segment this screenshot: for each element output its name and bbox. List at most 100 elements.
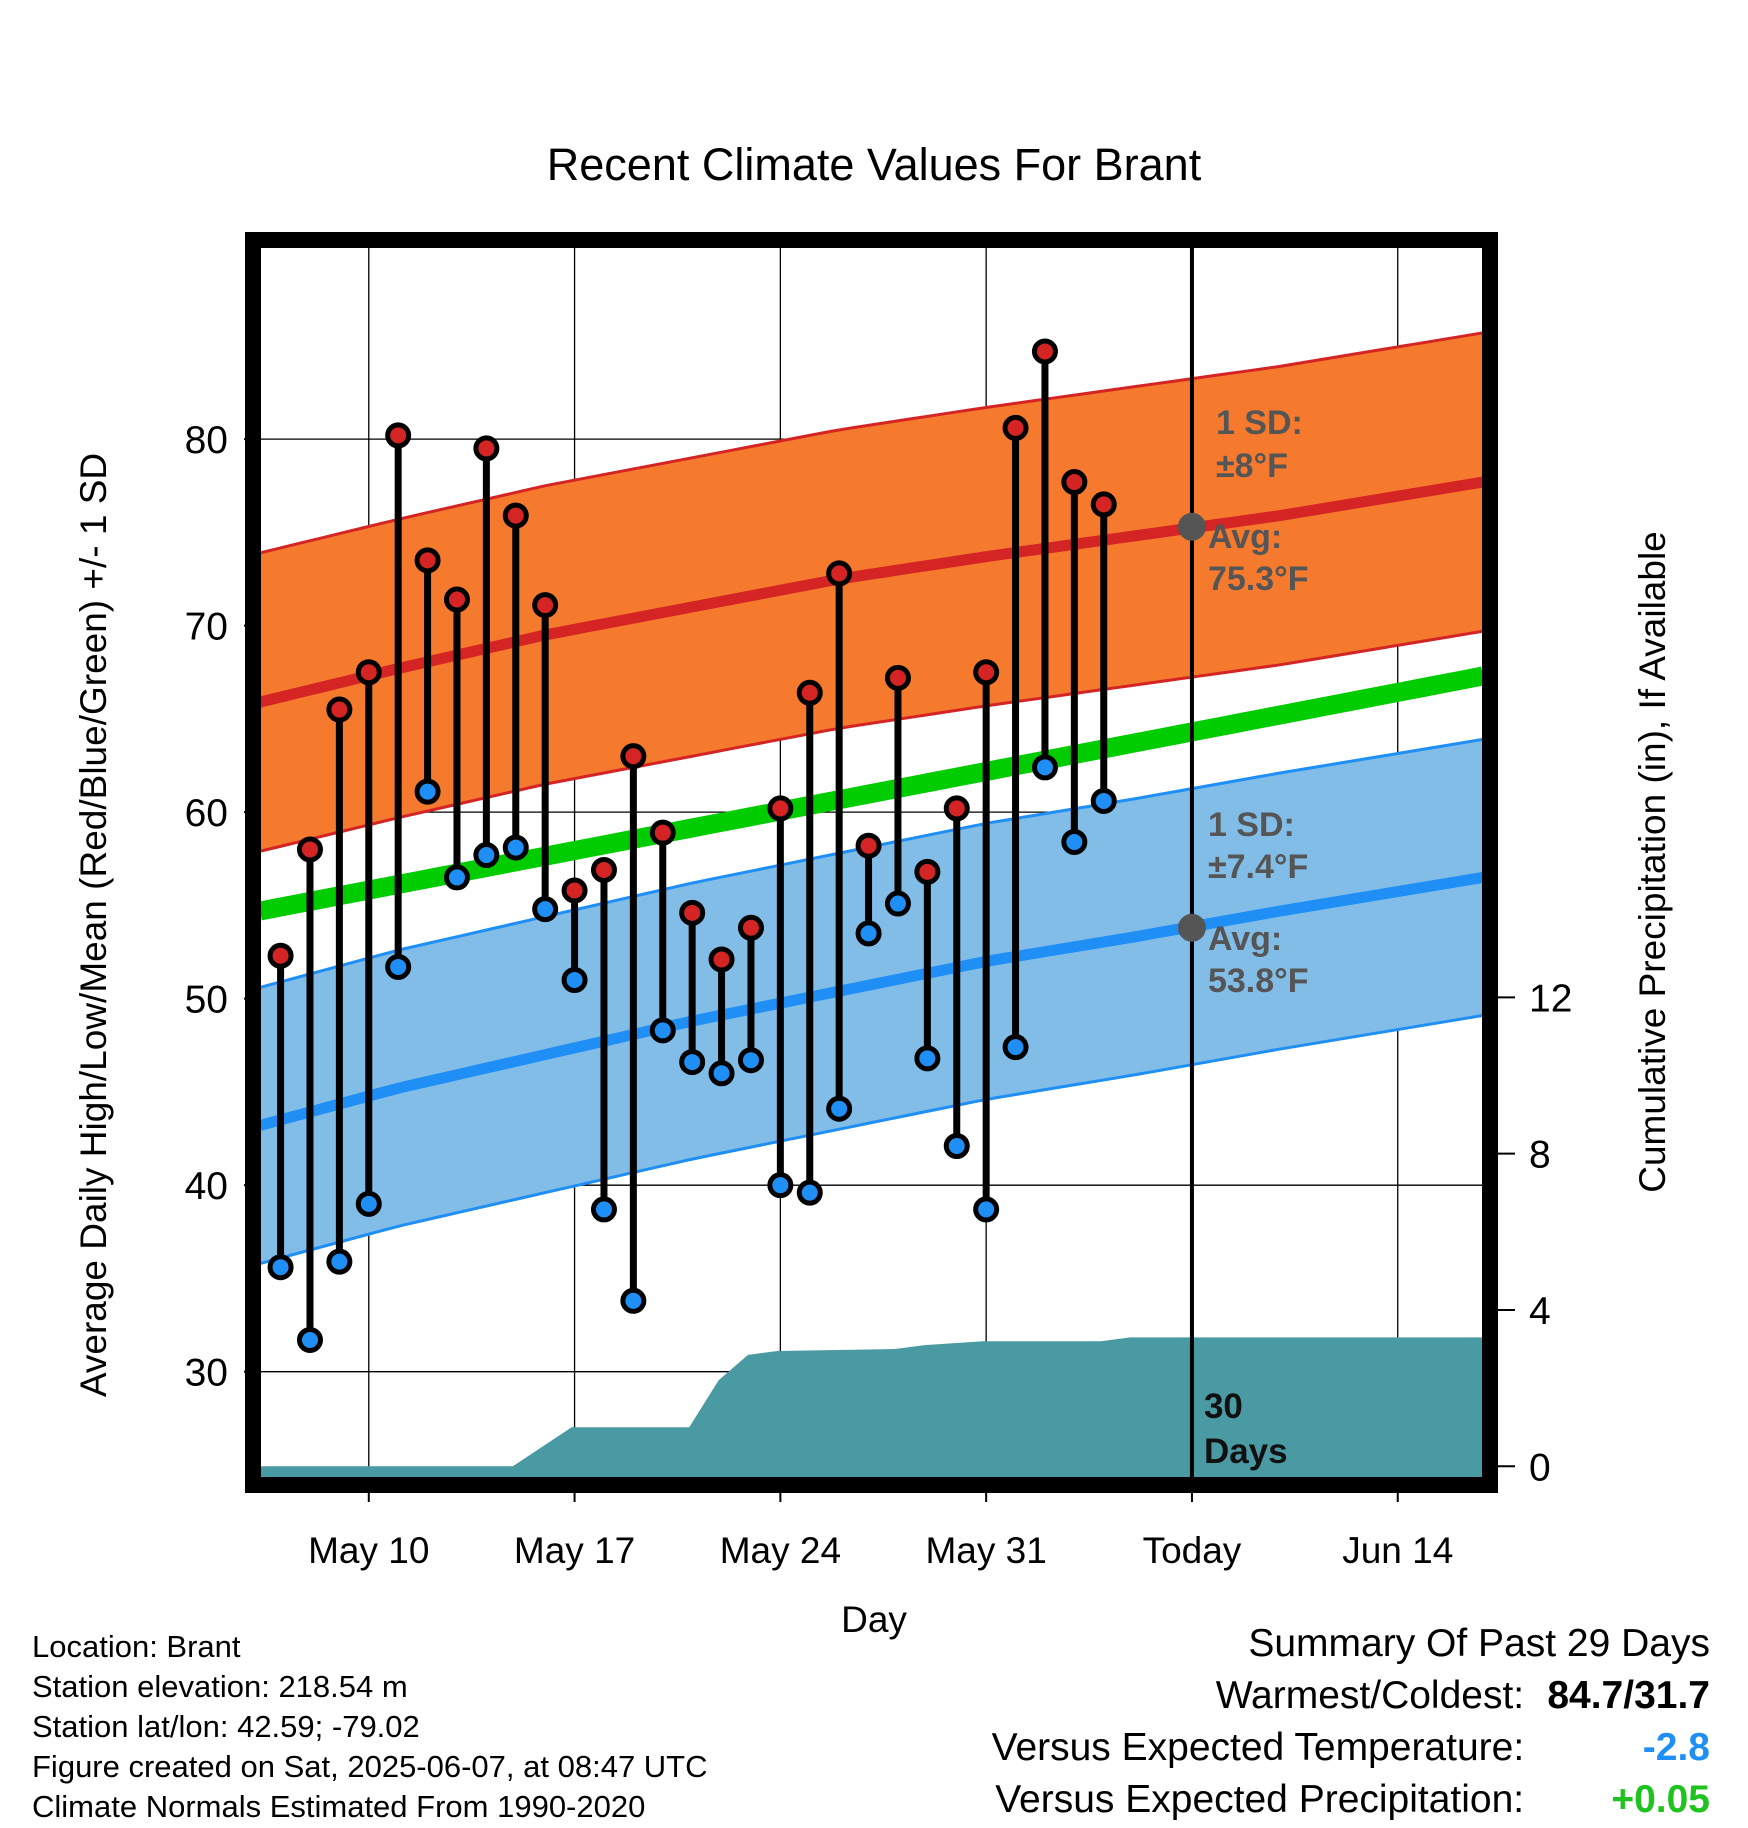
- x-tick-label: Today: [1143, 1530, 1242, 1571]
- daily-low-point: [1002, 1034, 1029, 1061]
- daily-high-point: [1090, 491, 1117, 518]
- daily-high-point: [473, 435, 500, 462]
- daily-high-point: [796, 679, 823, 706]
- high-avg-value: 75.3°F: [1208, 560, 1309, 598]
- low-avg-value: 53.8°F: [1208, 962, 1309, 1000]
- precipitation-area: [260, 1337, 1483, 1478]
- y-tick-label: 30: [185, 1352, 228, 1395]
- daily-high-point: [620, 743, 647, 770]
- normal-high-line: [260, 476, 1483, 708]
- summary-temp-label: Versus Expected Temperature:: [991, 1726, 1525, 1769]
- daily-low-point: [826, 1095, 853, 1122]
- normal-low-line: [260, 871, 1483, 1131]
- daily-low-point: [737, 1047, 764, 1074]
- daily-high-point: [1002, 414, 1029, 441]
- summary-temp-value: -2.8: [1642, 1726, 1710, 1769]
- x-tick-label: Jun 14: [1342, 1530, 1453, 1571]
- daily-low-point: [414, 778, 441, 805]
- today-window-label-line1: 30: [1204, 1387, 1243, 1426]
- daily-high-point: [414, 547, 441, 574]
- low-sd-label: 1 SD:: [1208, 806, 1295, 844]
- high-avg-label: Avg:: [1208, 518, 1282, 556]
- daily-low-point: [620, 1287, 647, 1314]
- meta-location: Location: Brant: [32, 1629, 241, 1664]
- daily-high-point: [973, 659, 1000, 686]
- summary-title: Summary Of Past 29 Days: [1248, 1622, 1710, 1665]
- y2-tick-label: 12: [1529, 977, 1572, 1020]
- low-avg-label: Avg:: [1208, 920, 1282, 958]
- daily-low-point: [326, 1248, 353, 1275]
- summary-precip-label: Versus Expected Precipitation:: [995, 1778, 1525, 1821]
- daily-high-point: [561, 877, 588, 904]
- x-tick-label: May 31: [925, 1530, 1046, 1571]
- x-tick-label: May 17: [514, 1530, 635, 1571]
- summary-temp: Versus Expected Temperature: -2.8: [992, 1722, 1710, 1774]
- meta-latlon: Station lat/lon: 42.59; -79.02: [32, 1709, 420, 1744]
- x-axis-label: Day: [841, 1599, 907, 1640]
- metadata-block: Location: Brant Station elevation: 218.5…: [32, 1627, 708, 1827]
- normal-high-band-upper-edge: [260, 331, 1483, 555]
- daily-low-point: [973, 1196, 1000, 1223]
- summary-warm-cold: Warmest/Coldest: 84.7/31.7: [992, 1670, 1710, 1722]
- normal-low-band: [260, 739, 1483, 1264]
- daily-low-point: [767, 1172, 794, 1199]
- high-sd-value: ±8°F: [1216, 447, 1288, 485]
- daily-high-point: [355, 659, 382, 686]
- daily-low-point: [884, 890, 911, 917]
- daily-low-point: [708, 1060, 735, 1087]
- meta-normals: Climate Normals Estimated From 1990-2020: [32, 1789, 646, 1824]
- x-tick-label: May 10: [308, 1530, 429, 1571]
- daily-high-point: [708, 946, 735, 973]
- y-tick-label: 50: [185, 979, 228, 1022]
- daily-high-point: [914, 858, 941, 885]
- low-sd-value: ±7.4°F: [1208, 848, 1308, 886]
- daily-high-point: [502, 502, 529, 529]
- daily-high-point: [443, 586, 470, 613]
- daily-low-point: [355, 1190, 382, 1217]
- low-avg-marker: [1177, 913, 1206, 942]
- normal-low-band-lower-edge: [260, 1013, 1483, 1265]
- y-axis-label: Average Daily High/Low/Mean (Red/Blue/Gr…: [73, 453, 114, 1397]
- y-tick-label: 80: [185, 419, 228, 462]
- daily-high-point: [1061, 469, 1088, 496]
- plot-inner: [260, 247, 1483, 1478]
- summary-block: Summary Of Past 29 Days Warmest/Coldest:…: [992, 1618, 1710, 1826]
- daily-low-point: [590, 1196, 617, 1223]
- daily-low-point: [443, 864, 470, 891]
- daily-low-point: [561, 967, 588, 994]
- daily-low-point: [943, 1133, 970, 1160]
- summary-precip-value: +0.05: [1611, 1778, 1710, 1821]
- x-tick-label: May 24: [720, 1530, 841, 1571]
- summary-precip: Versus Expected Precipitation: +0.05: [992, 1774, 1710, 1826]
- plot-area: 1 SD: ±8°F Avg: 75.3°F 1 SD: ±7.4°F Avg: 53.8°F…: [185, 232, 1572, 1571]
- high-avg-marker: [1177, 512, 1206, 541]
- today-window-label-line2: Days: [1204, 1432, 1288, 1471]
- daily-high-point: [267, 942, 294, 969]
- daily-low-point: [1031, 754, 1058, 781]
- daily-high-point: [385, 422, 412, 449]
- daily-high-point: [767, 795, 794, 822]
- y2-tick-label: 0: [1529, 1446, 1551, 1489]
- daily-high-point: [1031, 338, 1058, 365]
- daily-low-point: [649, 1017, 676, 1044]
- daily-low-point: [296, 1326, 323, 1353]
- daily-low-point: [473, 842, 500, 869]
- daily-low-point: [914, 1045, 941, 1072]
- daily-low-point: [1061, 828, 1088, 855]
- daily-low-point: [796, 1179, 823, 1206]
- daily-high-point: [884, 664, 911, 691]
- high-sd-label: 1 SD:: [1216, 404, 1303, 442]
- y-tick-label: 70: [185, 606, 228, 649]
- daily-high-point: [679, 899, 706, 926]
- daily-high-point: [826, 560, 853, 587]
- daily-high-point: [855, 832, 882, 859]
- normal-high-band-lower-edge: [260, 629, 1483, 853]
- daily-high-point: [737, 914, 764, 941]
- meta-created: Figure created on Sat, 2025-06-07, at 08…: [32, 1749, 708, 1784]
- meta-elevation: Station elevation: 218.54 m: [32, 1669, 408, 1704]
- daily-low-point: [532, 896, 559, 923]
- daily-high-point: [532, 592, 559, 619]
- daily-low-point: [502, 834, 529, 861]
- daily-low-point: [679, 1049, 706, 1076]
